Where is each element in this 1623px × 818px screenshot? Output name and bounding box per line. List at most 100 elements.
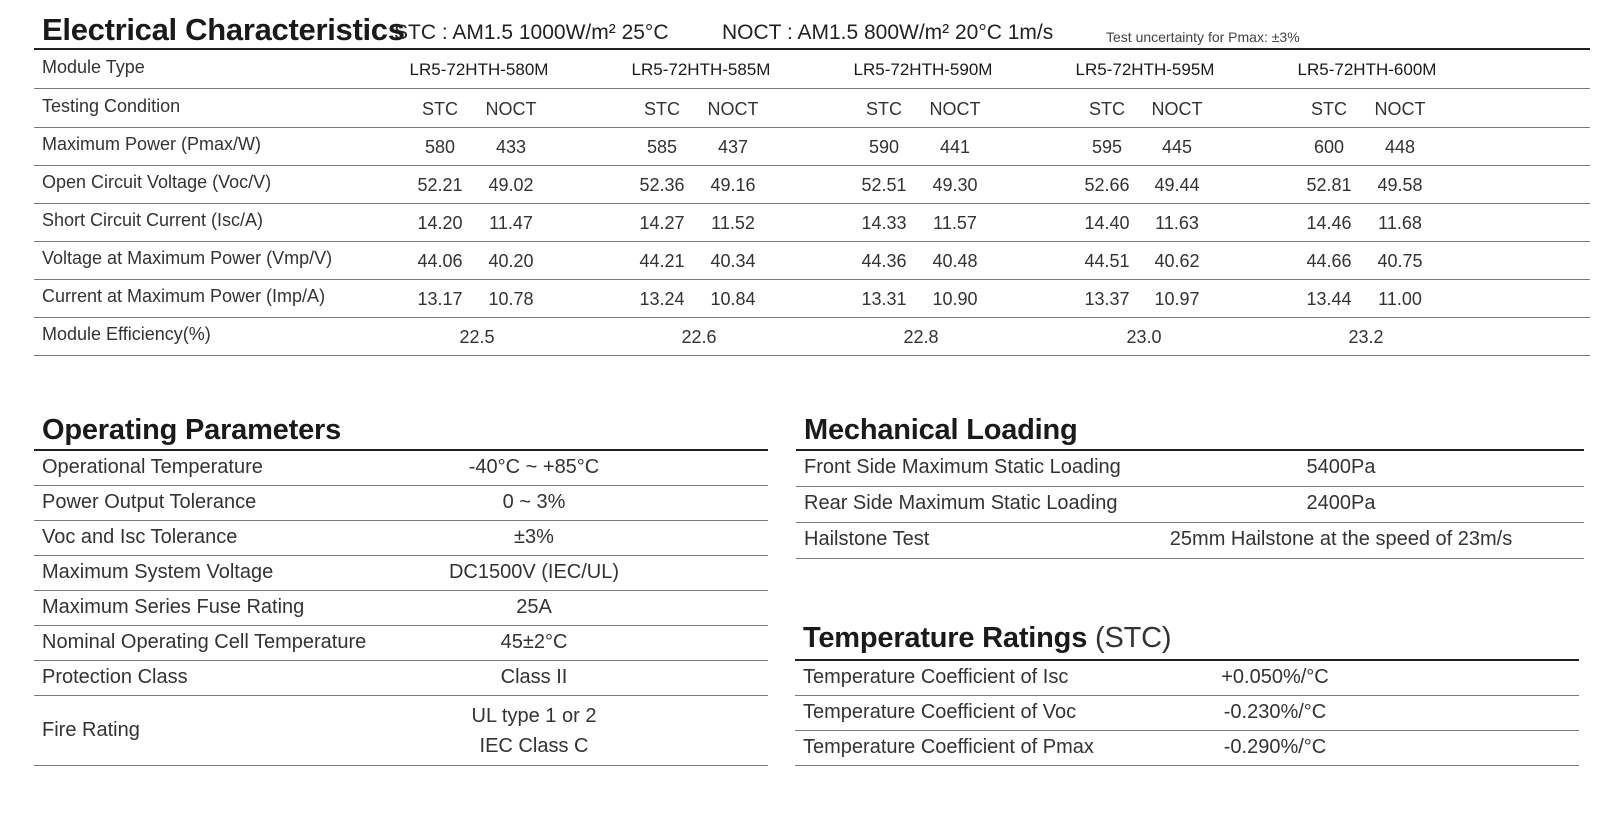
- stc-condition: STC : AM1.5 1000W/m² 25°C: [394, 21, 669, 44]
- noct-header: NOCT: [1151, 99, 1203, 119]
- table-cell: 52.36: [639, 175, 685, 195]
- table-row: Short Circuit Current (Isc/A) 14.20 11.4…: [34, 203, 1590, 242]
- fire-rating-row: Fire Rating UL type 1 or 2 IEC Class C: [34, 696, 768, 766]
- efficiency-value: 22.6: [681, 327, 717, 347]
- table-cell: 52.51: [861, 175, 907, 195]
- table-row: Maximum System Voltage DC1500V (IEC/UL): [34, 556, 768, 591]
- fire-rating-value: UL type 1 or 2 IEC Class C: [472, 701, 597, 761]
- testing-condition-row: Testing Condition STC NOCT STC NOCT STC …: [34, 89, 1590, 128]
- testing-condition-label: Testing Condition: [42, 96, 181, 116]
- stc-header: STC: [866, 99, 902, 119]
- row-value: 2400Pa: [1306, 492, 1376, 514]
- module-name: LR5-72HTH-585M: [631, 60, 771, 79]
- table-cell: 14.46: [1306, 213, 1352, 233]
- table-row: Voc and Isc Tolerance ±3%: [34, 521, 768, 556]
- noct-header: NOCT: [485, 99, 537, 119]
- table-cell: 13.44: [1306, 289, 1352, 309]
- table-cell: 595: [1091, 137, 1123, 157]
- table-cell: 40.20: [488, 251, 534, 271]
- module-type-label: Module Type: [42, 57, 145, 77]
- row-label: Voc and Isc Tolerance: [42, 526, 238, 548]
- table-cell: 11.68: [1378, 213, 1422, 233]
- table-cell: 13.17: [417, 289, 463, 309]
- table-cell: 13.24: [639, 289, 685, 309]
- row-label: Maximum Power (Pmax/W): [42, 134, 262, 154]
- table-cell: 10.84: [710, 289, 756, 309]
- row-value: -0.230%/°C: [1223, 701, 1327, 723]
- module-name: LR5-72HTH-590M: [853, 60, 993, 79]
- mechanical-divider: [796, 449, 1584, 451]
- table-cell: 40.48: [932, 251, 978, 271]
- temperature-title-text: Temperature Ratings: [803, 622, 1088, 654]
- noct-header: NOCT: [1374, 99, 1426, 119]
- row-label: Temperature Coefficient of Voc: [803, 701, 1077, 723]
- mechanical-title: Mechanical Loading: [804, 414, 1078, 446]
- table-cell: 49.44: [1154, 175, 1200, 195]
- table-cell: 448: [1384, 137, 1416, 157]
- table-row: Hailstone Test 25mm Hailstone at the spe…: [796, 523, 1584, 559]
- row-value: +0.050%/°C: [1221, 666, 1329, 688]
- table-row: Nominal Operating Cell Temperature 45±2°…: [34, 626, 768, 661]
- operating-title: Operating Parameters: [42, 414, 342, 446]
- row-value: -0.290%/°C: [1223, 736, 1327, 758]
- table-row: Front Side Maximum Static Loading 5400Pa: [796, 451, 1584, 487]
- table-row: Maximum Series Fuse Rating 25A: [34, 591, 768, 626]
- table-cell: 11.57: [933, 213, 977, 233]
- row-value: 5400Pa: [1306, 456, 1376, 478]
- table-cell: 585: [646, 137, 678, 157]
- noct-condition: NOCT : AM1.5 800W/m² 20°C 1m/s: [722, 21, 1054, 44]
- table-cell: 49.02: [488, 175, 534, 195]
- row-label: Hailstone Test: [804, 528, 930, 550]
- table-cell: 49.30: [932, 175, 978, 195]
- table-cell: 600: [1313, 137, 1345, 157]
- table-cell: 441: [939, 137, 971, 157]
- module-name: LR5-72HTH-580M: [409, 60, 549, 79]
- module-type-row: Module Type LR5-72HTH-580M LR5-72HTH-585…: [34, 50, 1590, 89]
- table-cell: 40.75: [1377, 251, 1423, 271]
- fire-rating-line: IEC Class C: [479, 735, 589, 757]
- row-label: Maximum System Voltage: [42, 561, 274, 583]
- efficiency-label: Module Efficiency(%): [42, 324, 211, 344]
- table-row: Current at Maximum Power (Imp/A) 13.17 1…: [34, 279, 1590, 318]
- table-row: Open Circuit Voltage (Voc/V) 52.21 49.02…: [34, 165, 1590, 204]
- table-cell: 14.20: [417, 213, 463, 233]
- table-cell: 52.81: [1306, 175, 1352, 195]
- table-row: Protection Class Class II: [34, 661, 768, 696]
- table-cell: 11.47: [489, 213, 533, 233]
- table-row: Maximum Power (Pmax/W) 580 433 585 437 5…: [34, 127, 1590, 166]
- row-value: 0 ~ 3%: [502, 491, 566, 513]
- table-cell: 40.62: [1154, 251, 1200, 271]
- table-cell: 44.21: [639, 251, 685, 271]
- stc-header: STC: [422, 99, 458, 119]
- row-label: Power Output Tolerance: [42, 491, 257, 513]
- table-cell: 433: [495, 137, 527, 157]
- noct-header: NOCT: [707, 99, 759, 119]
- row-value: DC1500V (IEC/UL): [448, 561, 620, 583]
- stc-header: STC: [1089, 99, 1125, 119]
- table-cell: 11.52: [711, 213, 755, 233]
- efficiency-value: 23.0: [1126, 327, 1162, 347]
- uncertainty-note: Test uncertainty for Pmax: ±3%: [1106, 29, 1300, 45]
- table-row: Power Output Tolerance 0 ~ 3%: [34, 486, 768, 521]
- table-cell: 44.06: [417, 251, 463, 271]
- efficiency-value: 23.2: [1348, 327, 1384, 347]
- table-row: Temperature Coefficient of Isc +0.050%/°…: [795, 661, 1579, 696]
- row-label: Front Side Maximum Static Loading: [804, 456, 1121, 478]
- row-label: Temperature Coefficient of Isc: [803, 666, 1069, 688]
- row-label: Rear Side Maximum Static Loading: [804, 492, 1118, 514]
- table-cell: 14.33: [861, 213, 907, 233]
- table-cell: 49.58: [1377, 175, 1423, 195]
- row-value: -40°C ~ +85°C: [468, 456, 600, 478]
- row-label: Protection Class: [42, 666, 188, 688]
- module-name: LR5-72HTH-595M: [1075, 60, 1215, 79]
- table-row: Operational Temperature -40°C ~ +85°C: [34, 451, 768, 486]
- temperature-divider: [795, 659, 1579, 661]
- table-row: Voltage at Maximum Power (Vmp/V) 44.06 4…: [34, 241, 1590, 280]
- table-cell: 13.31: [861, 289, 907, 309]
- row-value: Class II: [500, 666, 568, 688]
- table-cell: 14.40: [1084, 213, 1130, 233]
- table-cell: 44.51: [1084, 251, 1130, 271]
- row-label: Temperature Coefficient of Pmax: [803, 736, 1094, 758]
- table-cell: 580: [424, 137, 456, 157]
- table-cell: 10.90: [932, 289, 978, 309]
